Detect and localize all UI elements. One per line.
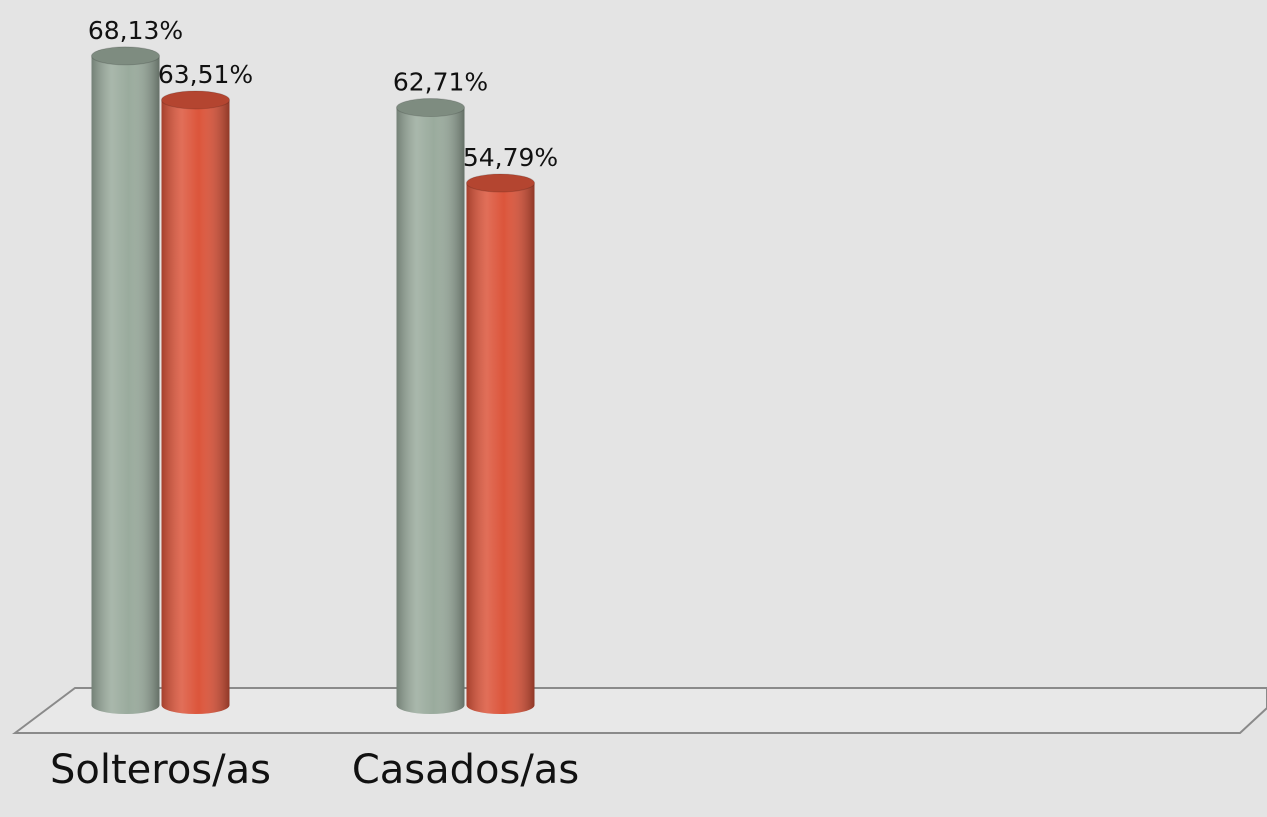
bar-top xyxy=(396,98,465,118)
x-tick-label: Solteros/as xyxy=(50,747,271,793)
bar-shade xyxy=(396,107,465,706)
bar-shade xyxy=(91,55,160,706)
value-label: 68,13% xyxy=(88,16,183,45)
bar-shade xyxy=(161,99,230,705)
bar-top-shade xyxy=(161,90,230,109)
bar-shade xyxy=(466,183,535,706)
bar-top xyxy=(466,173,535,193)
bar-top xyxy=(91,46,160,66)
bar-top-shade xyxy=(466,174,535,193)
value-label: 63,51% xyxy=(158,60,253,89)
x-tick-label: Casados/as xyxy=(352,747,579,793)
value-label: 62,71% xyxy=(393,68,488,97)
bar-top xyxy=(161,90,230,110)
floor xyxy=(12,687,1267,734)
value-label: 54,79% xyxy=(463,143,558,172)
bar-top-shade xyxy=(91,46,160,65)
bar-top-shade xyxy=(396,98,465,117)
